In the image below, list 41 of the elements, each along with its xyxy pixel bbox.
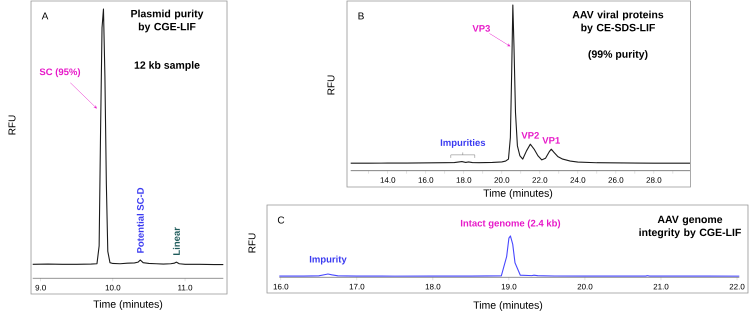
annotation: Linear: [172, 227, 180, 255]
text: Plasmid purity by CGE-LIF: [131, 10, 204, 32]
x-tick-label: 24.0: [570, 177, 586, 183]
x-tick-label: 26.0: [608, 177, 624, 183]
x-tick-label: 18.0: [426, 284, 440, 290]
annotation: VP1: [542, 137, 560, 144]
annotation: Potential SC-D: [136, 188, 144, 253]
chart-title: AAV genome integrity by CGE-LIF: [639, 216, 741, 238]
text: 12 kb sample: [134, 61, 200, 71]
x-tick-label: 14.0: [380, 177, 396, 183]
x-tick-label: 18.0: [456, 177, 472, 183]
x-tick-label: 16.0: [274, 284, 288, 290]
x-tick-label: 19.0: [502, 284, 516, 290]
annotation: VP2: [521, 132, 539, 139]
annotation: Impurity: [310, 256, 347, 264]
text: (99% purity): [588, 50, 648, 60]
x-axis-title: Time (minutes): [483, 189, 552, 199]
annotation: Impurities: [440, 139, 486, 148]
text: C: [278, 216, 284, 224]
annotation: Intact genome (2.4 kb): [460, 220, 560, 228]
x-tick-label: 16.0: [418, 177, 434, 183]
x-tick-label: 17.0: [350, 284, 364, 290]
annotation: B: [358, 12, 364, 20]
x-tick-label: 22.0: [532, 177, 548, 183]
annotation: A: [42, 12, 48, 20]
x-tick-label: 11.0: [178, 284, 192, 290]
text: AAV viral proteins by CE-SDS-LIF: [572, 10, 664, 34]
x-tick-label: 10.0: [106, 284, 120, 290]
x-tick-label: 20.0: [578, 284, 592, 290]
annotation: SC (95%): [40, 68, 80, 78]
y-axis-title: RFU: [328, 75, 334, 94]
x-axis-title: Time (minutes): [93, 300, 162, 310]
x-tick-label: 9.0: [35, 284, 46, 290]
x-tick-label: 20.0: [494, 177, 510, 183]
x-axis-title: Time (minutes): [473, 301, 542, 311]
y-axis-title: RFU: [8, 115, 16, 134]
y-axis-title: RFU: [248, 233, 256, 252]
annotation: VP3: [472, 25, 490, 32]
x-tick-label: 28.0: [646, 177, 662, 183]
x-tick-label: 22.0: [730, 284, 744, 290]
x-tick-label: 21.0: [654, 284, 668, 290]
